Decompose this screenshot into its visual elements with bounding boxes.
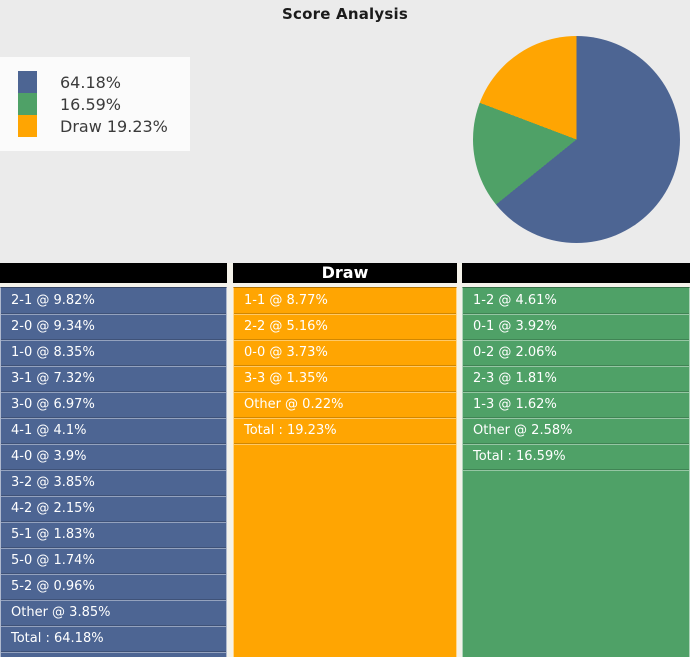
table-row: 1-3 @ 1.62% <box>463 392 689 418</box>
table-row: 2-0 @ 9.34% <box>1 314 226 340</box>
legend-label: 16.59% <box>60 94 122 114</box>
score-table-home-win: 2-1 @ 9.82% 2-0 @ 9.34% 1-0 @ 8.35% 3-1 @ 7… <box>0 287 227 657</box>
table-row: 0-0 @ 3.73% <box>234 340 456 366</box>
table-row: 2-2 @ 5.16% <box>234 314 456 340</box>
table-row: Total : 16.59% <box>463 444 689 470</box>
legend-label: Draw 19.23% <box>60 116 168 136</box>
table-row: 5-2 @ 0.96% <box>1 574 226 600</box>
table-row: 1-1 @ 8.77% <box>234 288 456 314</box>
table-row: 5-0 @ 1.74% <box>1 548 226 574</box>
table-row: 5-1 @ 1.83% <box>1 522 226 548</box>
legend-item: Draw 19.23% <box>18 115 190 137</box>
column-header-home-win <box>0 263 227 283</box>
table-row: Other @ 0.22% <box>234 392 456 418</box>
table-row: 2-3 @ 1.81% <box>463 366 689 392</box>
score-column-draw: Draw 1-1 @ 8.77% 2-2 @ 5.16% 0-0 @ 3.73% 3-3… <box>233 263 457 657</box>
table-row: 3-2 @ 3.85% <box>1 470 226 496</box>
page-title: Score Analysis <box>282 5 408 23</box>
legend-item: 64.18% <box>18 71 190 93</box>
table-row: 0-2 @ 2.06% <box>463 340 689 366</box>
table-row: 3-3 @ 1.35% <box>234 366 456 392</box>
legend: 64.18% 16.59% Draw 19.23% <box>0 57 190 151</box>
legend-swatch-icon <box>18 115 37 137</box>
score-column-home-win: 2-1 @ 9.82% 2-0 @ 9.34% 1-0 @ 8.35% 3-1 @ 7… <box>0 263 227 657</box>
score-column-away-win: 1-2 @ 4.61% 0-1 @ 3.92% 0-2 @ 2.06% 2-3 @ 1… <box>462 263 690 657</box>
score-columns: 2-1 @ 9.82% 2-0 @ 9.34% 1-0 @ 8.35% 3-1 @ 7… <box>0 263 690 657</box>
table-row: 3-0 @ 6.97% <box>1 392 226 418</box>
legend-swatch-icon <box>18 71 37 93</box>
column-header-draw: Draw <box>233 263 457 283</box>
table-row: 4-0 @ 3.9% <box>1 444 226 470</box>
table-row: 3-1 @ 7.32% <box>1 366 226 392</box>
table-row: 1-2 @ 4.61% <box>463 288 689 314</box>
score-table-draw: 1-1 @ 8.77% 2-2 @ 5.16% 0-0 @ 3.73% 3-3 @ 1… <box>233 287 457 657</box>
legend-label: 64.18% <box>60 72 122 92</box>
table-row: Other @ 2.58% <box>463 418 689 444</box>
legend-swatch-icon <box>18 93 37 115</box>
table-row: 2-1 @ 9.82% <box>1 288 226 314</box>
table-row: Total : 64.18% <box>1 626 226 652</box>
table-row: Total : 19.23% <box>234 418 456 444</box>
table-row: 1-0 @ 8.35% <box>1 340 226 366</box>
column-header-away-win <box>462 263 690 283</box>
score-table-away-win: 1-2 @ 4.61% 0-1 @ 3.92% 0-2 @ 2.06% 2-3 @ 1… <box>462 287 690 657</box>
table-row: Other @ 3.85% <box>1 600 226 626</box>
pie-chart <box>473 36 680 243</box>
table-row: 0-1 @ 3.92% <box>463 314 689 340</box>
table-row: 4-1 @ 4.1% <box>1 418 226 444</box>
legend-item: 16.59% <box>18 93 190 115</box>
table-row: 4-2 @ 2.15% <box>1 496 226 522</box>
